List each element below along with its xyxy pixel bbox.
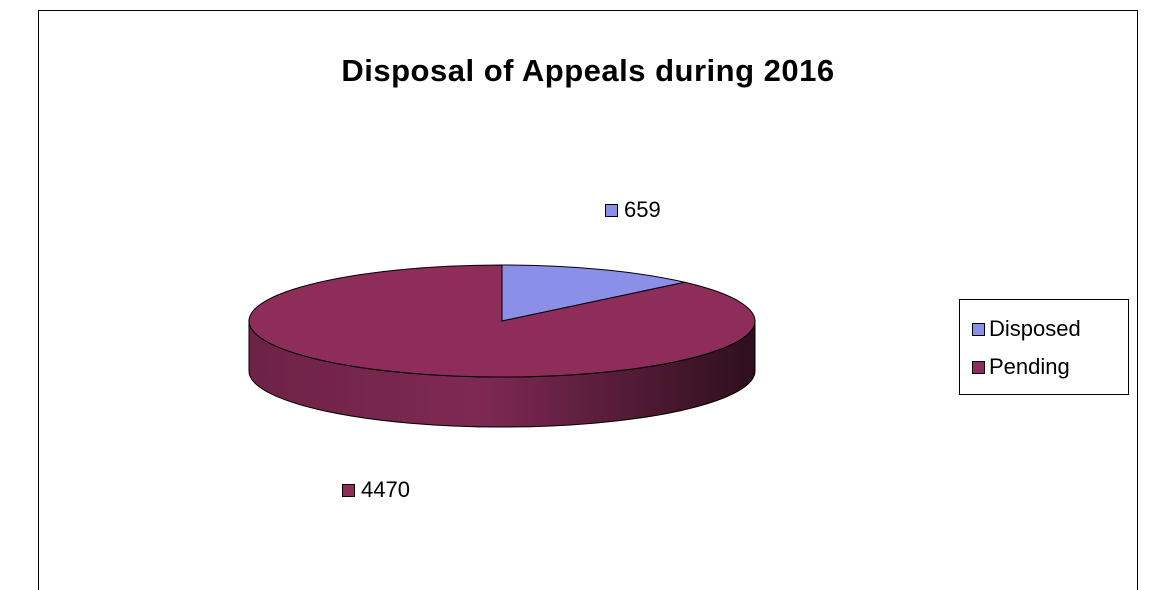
legend-label-disposed: Disposed xyxy=(989,316,1081,341)
chart-frame: Disposal of Appeals during 2016 659 4470… xyxy=(38,10,1138,590)
data-label-pending: 4470 xyxy=(342,477,410,503)
pie-slice-disposed xyxy=(501,264,685,322)
legend-label-pending: Pending xyxy=(989,354,1070,379)
data-label-swatch-disposed xyxy=(605,203,618,217)
legend-item-disposed: Disposed xyxy=(972,316,1081,342)
data-label-disposed: 659 xyxy=(605,197,661,223)
pie-chart xyxy=(248,264,756,428)
legend-item-pending: Pending xyxy=(972,354,1070,380)
data-label-disposed-value: 659 xyxy=(624,197,661,222)
pie-slice-pending xyxy=(248,264,756,378)
data-label-swatch-pending xyxy=(342,483,355,497)
data-label-pending-value: 4470 xyxy=(361,477,410,502)
legend-swatch-disposed xyxy=(972,322,985,336)
legend: Disposed Pending xyxy=(959,299,1129,395)
legend-swatch-pending xyxy=(972,360,985,374)
pie-group xyxy=(248,264,756,428)
chart-title: Disposal of Appeals during 2016 xyxy=(341,53,835,88)
